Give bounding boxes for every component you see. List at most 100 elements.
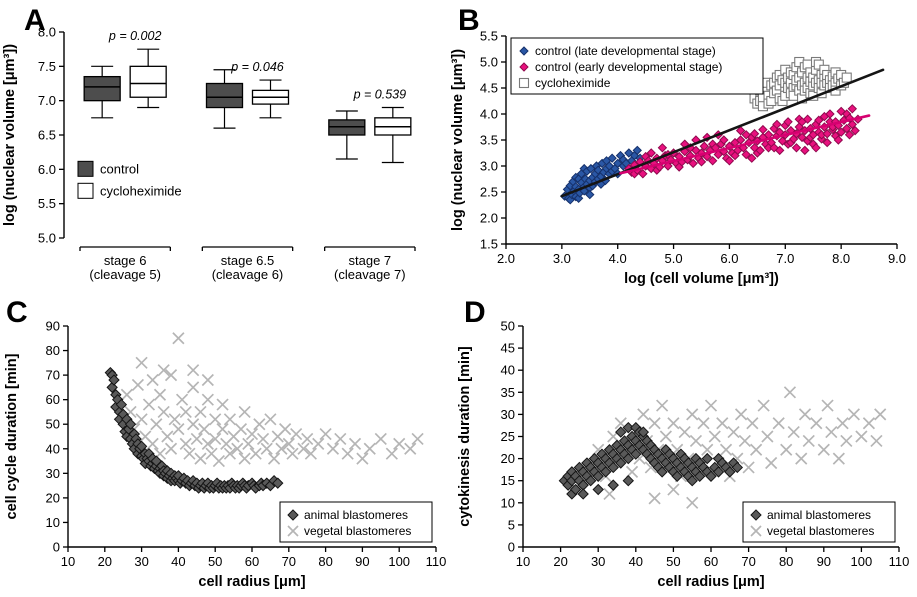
svg-text:5.0: 5.0 xyxy=(38,231,56,246)
svg-text:cell radius [μm]: cell radius [μm] xyxy=(657,574,764,590)
svg-text:(cleavage 6): (cleavage 6) xyxy=(212,267,284,282)
svg-text:50: 50 xyxy=(208,554,222,569)
svg-text:60: 60 xyxy=(245,554,259,569)
panel-a-letter: A xyxy=(24,4,46,37)
svg-text:40: 40 xyxy=(629,554,643,569)
svg-text:60: 60 xyxy=(704,554,718,569)
svg-text:3.0: 3.0 xyxy=(480,159,498,174)
svg-text:50: 50 xyxy=(666,554,680,569)
svg-text:p = 0.046: p = 0.046 xyxy=(230,60,284,74)
svg-text:log (nuclear volume [μm³]): log (nuclear volume [μm³]) xyxy=(2,44,18,226)
svg-text:5: 5 xyxy=(508,517,515,532)
svg-text:3.5: 3.5 xyxy=(480,133,498,148)
svg-text:5.0: 5.0 xyxy=(480,55,498,70)
svg-text:25: 25 xyxy=(501,429,515,444)
svg-text:stage 7: stage 7 xyxy=(349,253,392,268)
svg-text:8.0: 8.0 xyxy=(38,25,56,40)
svg-text:20: 20 xyxy=(98,554,112,569)
svg-text:7.5: 7.5 xyxy=(38,59,56,74)
svg-text:6.0: 6.0 xyxy=(720,251,738,266)
svg-text:7.0: 7.0 xyxy=(776,251,794,266)
svg-text:15: 15 xyxy=(501,473,515,488)
svg-text:10: 10 xyxy=(61,554,75,569)
svg-text:45: 45 xyxy=(501,341,515,356)
svg-text:log (nuclear volume [μm³]): log (nuclear volume [μm³]) xyxy=(450,49,466,231)
svg-text:5.5: 5.5 xyxy=(38,196,56,211)
svg-text:2.0: 2.0 xyxy=(480,211,498,226)
svg-text:3.0: 3.0 xyxy=(553,251,571,266)
svg-text:cytokinesis duration [min]: cytokinesis duration [min] xyxy=(457,346,473,527)
panel-d-letter: D xyxy=(464,296,486,329)
svg-text:5.0: 5.0 xyxy=(665,251,683,266)
svg-text:20: 20 xyxy=(46,490,60,505)
svg-text:35: 35 xyxy=(501,385,515,400)
svg-text:4.0: 4.0 xyxy=(480,107,498,122)
svg-text:0: 0 xyxy=(508,540,515,555)
svg-text:control (early developmental s: control (early developmental stage) xyxy=(535,60,722,74)
svg-text:log (cell volume [μm³]): log (cell volume [μm³]) xyxy=(624,271,779,287)
svg-text:80: 80 xyxy=(46,343,60,358)
svg-text:110: 110 xyxy=(889,554,910,569)
svg-text:animal blastomeres: animal blastomeres xyxy=(304,508,408,522)
svg-text:2.0: 2.0 xyxy=(497,251,515,266)
svg-text:50: 50 xyxy=(501,319,515,334)
svg-text:30: 30 xyxy=(46,466,60,481)
svg-text:70: 70 xyxy=(741,554,755,569)
svg-text:80: 80 xyxy=(779,554,793,569)
svg-text:cell cycle duration [min]: cell cycle duration [min] xyxy=(4,353,20,519)
svg-text:stage 6: stage 6 xyxy=(104,253,147,268)
svg-text:animal blastomeres: animal blastomeres xyxy=(767,508,871,522)
svg-text:4.0: 4.0 xyxy=(609,251,627,266)
svg-text:6.0: 6.0 xyxy=(38,162,56,177)
svg-text:20: 20 xyxy=(501,451,515,466)
svg-text:30: 30 xyxy=(134,554,148,569)
svg-text:7.0: 7.0 xyxy=(38,93,56,108)
svg-text:cycloheximide: cycloheximide xyxy=(535,76,611,90)
svg-text:100: 100 xyxy=(851,554,873,569)
svg-text:cycloheximide: cycloheximide xyxy=(100,183,182,198)
svg-text:8.0: 8.0 xyxy=(832,251,850,266)
svg-text:stage 6.5: stage 6.5 xyxy=(221,253,275,268)
svg-text:5.5: 5.5 xyxy=(480,29,498,44)
svg-text:0: 0 xyxy=(53,540,60,555)
svg-text:4.5: 4.5 xyxy=(480,81,498,96)
panel-a-boxplot-chart: 5.0 5.5 6.0 6.5 7.0 7.5 8.0 log (nuclear volume… xyxy=(2,25,416,282)
svg-text:20: 20 xyxy=(553,554,567,569)
svg-text:80: 80 xyxy=(318,554,332,569)
svg-text:p = 0.539: p = 0.539 xyxy=(353,88,407,102)
svg-text:vegetal blastomeres: vegetal blastomeres xyxy=(767,524,874,538)
svg-text:cell radius [μm]: cell radius [μm] xyxy=(198,574,305,590)
svg-text:70: 70 xyxy=(46,368,60,383)
svg-text:10: 10 xyxy=(46,515,60,530)
svg-text:30: 30 xyxy=(591,554,605,569)
panel-c-letter: C xyxy=(6,296,28,329)
svg-text:(cleavage 5): (cleavage 5) xyxy=(89,267,161,282)
svg-text:90: 90 xyxy=(817,554,831,569)
svg-text:50: 50 xyxy=(46,417,60,432)
svg-text:9.0: 9.0 xyxy=(888,251,906,266)
svg-text:90: 90 xyxy=(46,319,60,334)
svg-text:vegetal blastomeres: vegetal blastomeres xyxy=(304,524,411,538)
svg-text:2.5: 2.5 xyxy=(480,185,498,200)
svg-text:control (late developmental st: control (late developmental stage) xyxy=(535,44,716,58)
svg-text:90: 90 xyxy=(355,554,369,569)
svg-text:30: 30 xyxy=(501,407,515,422)
svg-text:6.5: 6.5 xyxy=(38,128,56,143)
svg-text:40: 40 xyxy=(46,441,60,456)
svg-text:60: 60 xyxy=(46,392,60,407)
svg-text:10: 10 xyxy=(516,554,530,569)
svg-text:40: 40 xyxy=(171,554,185,569)
panel-d-scatter-chart: 0 5 10 15 20 25 30 35 40 45 50 cytokinesis duration… xyxy=(457,319,910,591)
svg-text:70: 70 xyxy=(282,554,296,569)
svg-text:100: 100 xyxy=(388,554,410,569)
panel-b-letter: B xyxy=(458,4,480,37)
svg-text:10: 10 xyxy=(501,495,515,510)
svg-text:110: 110 xyxy=(426,554,447,569)
svg-text:(cleavage 7): (cleavage 7) xyxy=(334,267,406,282)
svg-text:1.5: 1.5 xyxy=(480,237,498,252)
svg-text:p = 0.002: p = 0.002 xyxy=(108,29,162,43)
svg-text:control: control xyxy=(100,161,139,176)
